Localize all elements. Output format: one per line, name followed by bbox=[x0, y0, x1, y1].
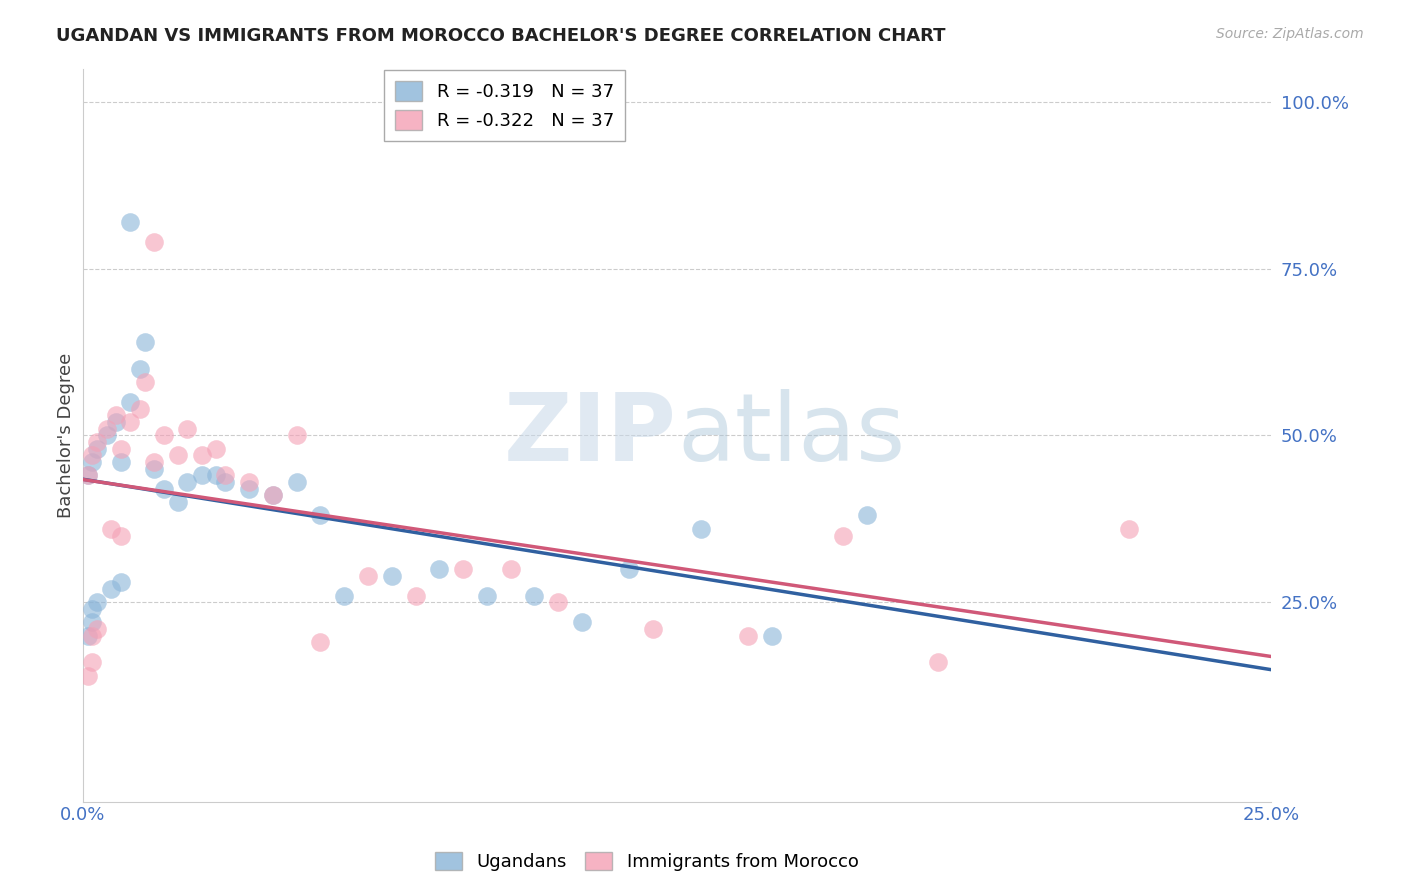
Point bbox=[262, 488, 284, 502]
Point bbox=[110, 528, 132, 542]
Point bbox=[238, 475, 260, 490]
Point bbox=[167, 495, 190, 509]
Legend: Ugandans, Immigrants from Morocco: Ugandans, Immigrants from Morocco bbox=[427, 845, 866, 879]
Text: Source: ZipAtlas.com: Source: ZipAtlas.com bbox=[1216, 27, 1364, 41]
Point bbox=[856, 508, 879, 523]
Point bbox=[427, 562, 450, 576]
Point bbox=[176, 475, 198, 490]
Text: ZIP: ZIP bbox=[505, 390, 676, 482]
Point bbox=[475, 589, 498, 603]
Point bbox=[82, 655, 104, 669]
Point bbox=[499, 562, 522, 576]
Point bbox=[205, 442, 228, 456]
Point bbox=[86, 595, 108, 609]
Y-axis label: Bachelor's Degree: Bachelor's Degree bbox=[58, 353, 75, 518]
Point bbox=[689, 522, 711, 536]
Text: 25.0%: 25.0% bbox=[1243, 805, 1299, 823]
Legend: R = -0.319   N = 37, R = -0.322   N = 37: R = -0.319 N = 37, R = -0.322 N = 37 bbox=[384, 70, 624, 141]
Point bbox=[82, 629, 104, 643]
Point bbox=[100, 582, 122, 596]
Point bbox=[96, 428, 118, 442]
Point bbox=[143, 462, 166, 476]
Point bbox=[76, 468, 98, 483]
Point bbox=[128, 361, 150, 376]
Point bbox=[86, 622, 108, 636]
Point bbox=[238, 482, 260, 496]
Point bbox=[143, 235, 166, 249]
Point bbox=[96, 422, 118, 436]
Point bbox=[571, 615, 593, 630]
Text: 0.0%: 0.0% bbox=[60, 805, 105, 823]
Point bbox=[100, 522, 122, 536]
Point bbox=[405, 589, 427, 603]
Point bbox=[110, 575, 132, 590]
Point bbox=[285, 475, 308, 490]
Point bbox=[285, 428, 308, 442]
Point bbox=[619, 562, 641, 576]
Point bbox=[82, 602, 104, 616]
Point bbox=[134, 334, 156, 349]
Point bbox=[643, 622, 665, 636]
Point bbox=[167, 449, 190, 463]
Point bbox=[523, 589, 546, 603]
Point bbox=[214, 475, 236, 490]
Point bbox=[120, 395, 142, 409]
Point bbox=[120, 215, 142, 229]
Point bbox=[547, 595, 569, 609]
Point bbox=[1118, 522, 1140, 536]
Point bbox=[451, 562, 474, 576]
Point bbox=[309, 508, 332, 523]
Point bbox=[82, 455, 104, 469]
Point bbox=[105, 409, 128, 423]
Point bbox=[86, 442, 108, 456]
Point bbox=[381, 568, 404, 582]
Point bbox=[832, 528, 855, 542]
Point bbox=[357, 568, 380, 582]
Text: atlas: atlas bbox=[676, 390, 905, 482]
Point bbox=[110, 442, 132, 456]
Point bbox=[262, 488, 284, 502]
Point bbox=[737, 629, 759, 643]
Point bbox=[333, 589, 356, 603]
Point bbox=[152, 428, 174, 442]
Point bbox=[927, 655, 949, 669]
Point bbox=[176, 422, 198, 436]
Text: UGANDAN VS IMMIGRANTS FROM MOROCCO BACHELOR'S DEGREE CORRELATION CHART: UGANDAN VS IMMIGRANTS FROM MOROCCO BACHE… bbox=[56, 27, 946, 45]
Point bbox=[205, 468, 228, 483]
Point bbox=[105, 415, 128, 429]
Point bbox=[110, 455, 132, 469]
Point bbox=[190, 449, 212, 463]
Point bbox=[134, 375, 156, 389]
Point bbox=[86, 435, 108, 450]
Point bbox=[82, 615, 104, 630]
Point bbox=[120, 415, 142, 429]
Point bbox=[76, 629, 98, 643]
Point bbox=[152, 482, 174, 496]
Point bbox=[143, 455, 166, 469]
Point bbox=[82, 449, 104, 463]
Point bbox=[214, 468, 236, 483]
Point bbox=[76, 668, 98, 682]
Point bbox=[309, 635, 332, 649]
Point bbox=[76, 468, 98, 483]
Point bbox=[190, 468, 212, 483]
Point bbox=[761, 629, 783, 643]
Point bbox=[128, 401, 150, 416]
